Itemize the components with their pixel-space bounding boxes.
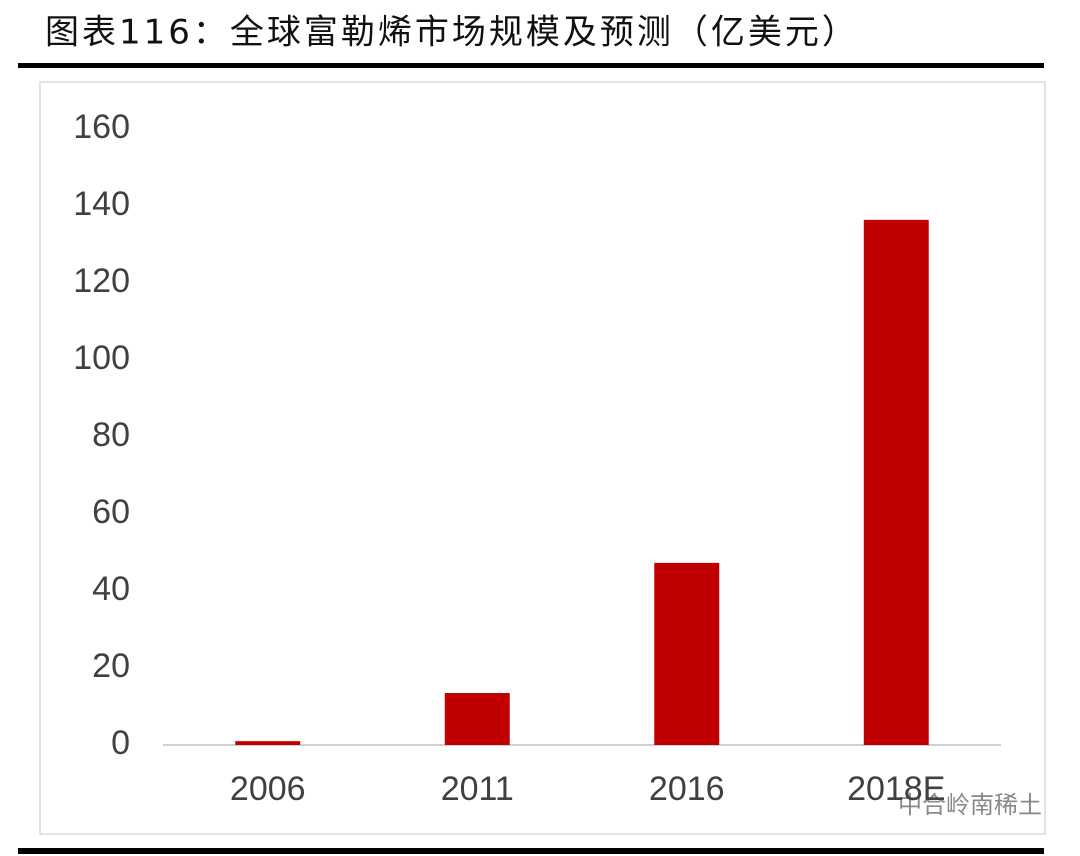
bottom-rule <box>18 848 1044 854</box>
bar <box>235 741 301 745</box>
y-tick-label: 20 <box>92 647 130 685</box>
x-tick-label: 2016 <box>649 770 725 808</box>
title-rule <box>18 63 1044 68</box>
y-tick-label: 100 <box>73 339 130 377</box>
y-tick-label: 160 <box>73 108 130 146</box>
y-tick-label: 60 <box>92 493 130 531</box>
watermark: 中合岭南稀土 <box>898 791 1042 819</box>
y-tick-label: 40 <box>92 570 130 608</box>
y-tick-label: 120 <box>73 262 130 300</box>
bar <box>863 219 929 746</box>
x-tick-label: 2011 <box>441 770 514 808</box>
chart-frame <box>39 81 1046 835</box>
bar <box>654 562 720 745</box>
x-tick-label: 2018E <box>847 770 945 808</box>
y-tick-label: 80 <box>92 416 130 454</box>
y-tick-label: 140 <box>73 185 130 223</box>
bar <box>444 693 510 745</box>
chart-title: 图表116：全球富勒烯市场规模及预测（亿美元） <box>45 13 859 53</box>
x-tick-label: 2006 <box>230 770 306 808</box>
y-tick-label: 0 <box>111 724 130 762</box>
